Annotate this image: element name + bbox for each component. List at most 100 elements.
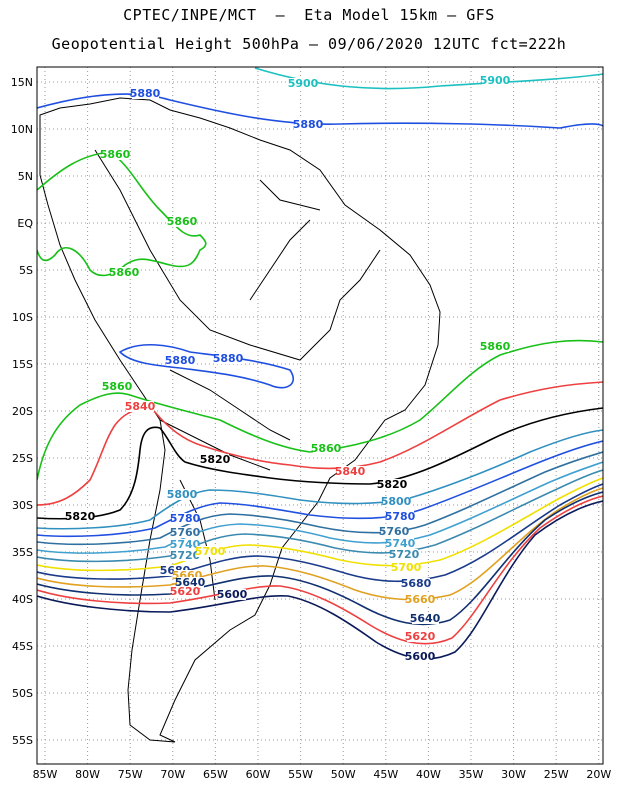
- contour-label-5700: 5700: [195, 545, 226, 558]
- contour-label-5880: 5880: [130, 87, 161, 100]
- contour-label-5800: 5800: [167, 488, 198, 501]
- lat-tick-label: 20S: [12, 405, 33, 418]
- contour-label-bg: [379, 479, 406, 490]
- lon-tick-label: 80W: [75, 768, 100, 781]
- contour-label-5600: 5600: [405, 650, 436, 663]
- contour-label-5840: 5840: [335, 465, 366, 478]
- lon-tick-label: 40W: [416, 768, 441, 781]
- contour-label-5740: 5740: [385, 537, 416, 550]
- contour-label-bg: [407, 594, 434, 605]
- lon-tick-label: 70W: [160, 768, 185, 781]
- lat-tick-label: 15N: [11, 76, 33, 89]
- lat-tick-label: 55S: [12, 734, 33, 747]
- contour-label-bg: [215, 353, 242, 364]
- lat-tick-label: 40S: [12, 593, 33, 606]
- contour-label-5620: 5620: [405, 630, 436, 643]
- lon-tick-label: 35W: [459, 768, 484, 781]
- lat-tick-label: 5S: [19, 264, 33, 277]
- contour-label-5880: 5880: [293, 118, 324, 131]
- contour-label-bg: [169, 489, 196, 500]
- lon-tick-label: 20W: [586, 768, 611, 781]
- lon-tick-label: 55W: [288, 768, 313, 781]
- contour-label-bg: [383, 496, 410, 507]
- contour-label-5860: 5860: [167, 215, 198, 228]
- contour-label-bg: [295, 119, 322, 130]
- contour-label-bg: [387, 511, 414, 522]
- contour-label-bg: [177, 577, 204, 588]
- contour-label-5760: 5760: [379, 525, 410, 538]
- contour-label-bg: [202, 454, 229, 465]
- lat-tick-label: 10S: [12, 311, 33, 324]
- contour-label-bg: [412, 613, 439, 624]
- contour-5860-north: [37, 151, 207, 277]
- contour-5840: [37, 381, 603, 506]
- contour-label-5760: 5760: [170, 526, 201, 539]
- contour-label-bg: [111, 267, 138, 278]
- contour-label-bg: [219, 589, 246, 600]
- contour-label-5880: 5880: [213, 352, 244, 365]
- contour-label-5900: 5900: [480, 74, 511, 87]
- contour-label-5860: 5860: [102, 380, 133, 393]
- contour-label-bg: [313, 443, 340, 454]
- contour-label-bg: [407, 651, 434, 662]
- map-subtitle: Geopotential Height 500hPa – 09/06/2020 …: [51, 35, 567, 53]
- lat-tick-label: 10N: [11, 123, 33, 136]
- contour-label-5900: 5900: [288, 77, 319, 90]
- contour-label-5720: 5720: [389, 548, 420, 561]
- lat-tick-label: 15S: [12, 358, 33, 371]
- contour-label-bg: [482, 341, 509, 352]
- lat-tick-label: EQ: [17, 217, 33, 230]
- contour-label-bg: [67, 511, 94, 522]
- contour-label-5860: 5860: [480, 340, 511, 353]
- contour-label-bg: [337, 466, 364, 477]
- contour-label-bg: [167, 355, 194, 366]
- contour-5820: [37, 407, 603, 520]
- contour-label-bg: [407, 631, 434, 642]
- contour-label-bg: [482, 75, 509, 86]
- lon-tick-label: 25W: [544, 768, 569, 781]
- lon-tick-label: 45W: [373, 768, 398, 781]
- contour-label-bg: [127, 401, 154, 412]
- contour-label-5820: 5820: [377, 478, 408, 491]
- contour-label-bg: [102, 149, 129, 160]
- lat-tick-label: 45S: [12, 640, 33, 653]
- contour-label-5860: 5860: [100, 148, 131, 161]
- contour-label-bg: [104, 381, 131, 392]
- contour-label-bg: [172, 539, 199, 550]
- contour-label-5740: 5740: [170, 538, 201, 551]
- map-title: CPTEC/INPE/MCT – Eta Model 15km – GFS: [123, 6, 495, 24]
- contour-label-bg: [290, 78, 317, 89]
- contour-label-bg: [172, 513, 199, 524]
- contour-5860-south: [37, 339, 603, 481]
- contour-label-5720: 5720: [170, 549, 201, 562]
- contour-label-5680: 5680: [401, 577, 432, 590]
- contour-label-bg: [172, 550, 199, 561]
- lon-tick-label: 65W: [203, 768, 228, 781]
- lat-tick-label: 5N: [18, 170, 33, 183]
- contour-label-5860: 5860: [109, 266, 140, 279]
- contour-label-bg: [169, 216, 196, 227]
- contour-label-bg: [172, 586, 199, 597]
- contour-label-bg: [393, 562, 420, 573]
- lon-tick-label: 30W: [501, 768, 526, 781]
- contour-label-5780: 5780: [170, 512, 201, 525]
- lon-tick-label: 60W: [246, 768, 271, 781]
- contour-label-5820: 5820: [200, 453, 231, 466]
- contour-label-5820: 5820: [65, 510, 96, 523]
- contour-label-5640: 5640: [175, 576, 206, 589]
- contour-label-bg: [197, 546, 224, 557]
- coastline: [39, 97, 441, 743]
- contour-label-5800: 5800: [381, 495, 412, 508]
- contour-label-5620: 5620: [170, 585, 201, 598]
- lat-tick-label: 25S: [12, 452, 33, 465]
- contour-label-5780: 5780: [385, 510, 416, 523]
- lat-lon-grid: [37, 67, 603, 764]
- contour-label-5600: 5600: [217, 588, 248, 601]
- contour-5880-south: [118, 343, 294, 389]
- contour-label-5860: 5860: [311, 442, 342, 455]
- lon-tick-label: 50W: [331, 768, 356, 781]
- lat-tick-label: 35S: [12, 546, 33, 559]
- contour-label-5840: 5840: [125, 400, 156, 413]
- contour-label-bg: [387, 538, 414, 549]
